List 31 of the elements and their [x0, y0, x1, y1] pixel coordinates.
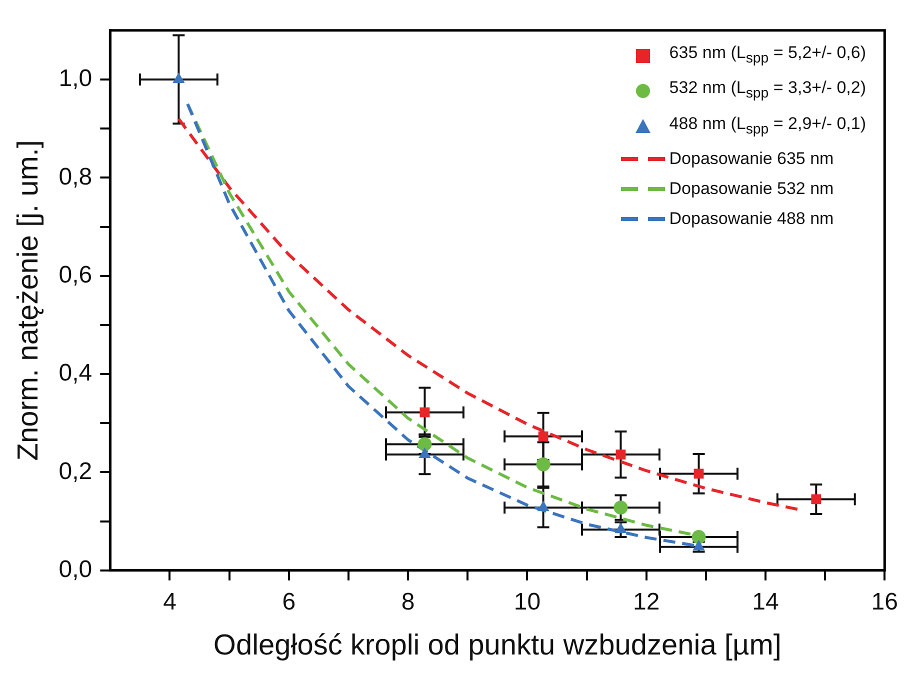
legend-label: 532 nm (L$_{spp}$ = 3,3+/- 0,2) — [669, 77, 866, 104]
legend-label: Dopasowanie 488 nm — [669, 208, 834, 230]
point — [811, 494, 822, 504]
point — [614, 500, 628, 515]
point — [418, 448, 431, 458]
y-tick-label: 0,0 — [58, 556, 92, 584]
x-tick-label: 10 — [514, 588, 541, 616]
x-tick-label: 6 — [282, 588, 296, 616]
y-tick-label: 0,8 — [58, 163, 92, 190]
x-axis-title: Odległość kropli od punktu wzbudzenia [µm] — [213, 630, 782, 662]
x-tick-label: 12 — [632, 588, 660, 616]
x-tick-label: 4 — [163, 588, 176, 616]
point — [536, 457, 550, 472]
y-tick-label: 0,6 — [58, 261, 92, 288]
point — [420, 407, 430, 418]
point — [538, 431, 548, 442]
legend-label: Dopasowanie 532 nm — [669, 178, 834, 200]
y-tick-label: 1,0 — [58, 65, 92, 92]
point — [694, 468, 704, 479]
y-tick-label: 0,2 — [58, 458, 92, 485]
legend-label: 488 nm (L$_{spp}$ = 2,9+/- 0,1) — [669, 112, 866, 140]
x-tick-label: 8 — [401, 588, 415, 616]
point — [692, 530, 706, 544]
y-tick-label: 0,4 — [58, 360, 92, 387]
point — [616, 450, 626, 460]
legend-label: 635 nm (L$_{spp}$ = 5,2+/- 0,6) — [669, 42, 866, 68]
y-axis-title: Znorm. natężenie [j. um.] — [12, 140, 44, 461]
point — [172, 72, 185, 83]
x-tick-label: 14 — [752, 588, 779, 616]
legend-label: Dopasowanie 635 nm — [669, 148, 834, 170]
x-tick-label: 16 — [871, 588, 898, 616]
